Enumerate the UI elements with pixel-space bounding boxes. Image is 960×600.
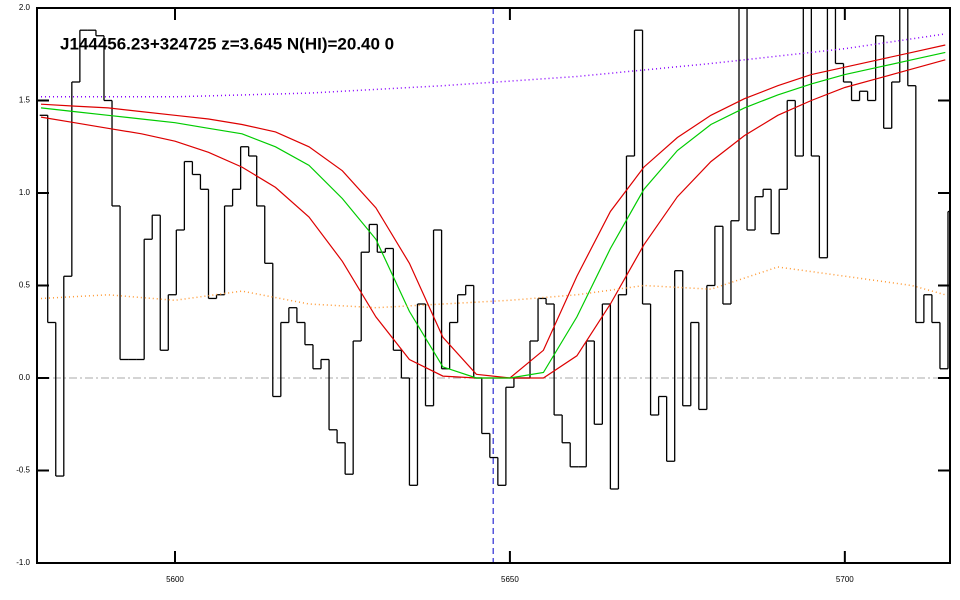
y-tick-label: 1.5 xyxy=(19,96,31,105)
plot-area xyxy=(37,8,950,563)
dotted-curve xyxy=(40,266,946,309)
model-curve xyxy=(40,44,946,379)
y-tick-label: 0.5 xyxy=(19,281,31,290)
y-tick-label: 2.0 xyxy=(19,3,31,12)
model-curve xyxy=(40,51,946,379)
chart-title: J144456.23+324725 z=3.645 N(HI)=20.40 0 xyxy=(60,34,394,53)
y-tick-label: -1.0 xyxy=(16,558,30,567)
y-tick-label: 1.0 xyxy=(19,188,31,197)
x-tick-label: 5700 xyxy=(836,575,854,584)
x-tick-label: 5600 xyxy=(166,575,184,584)
y-tick-label: 0.0 xyxy=(19,373,31,382)
x-tick-label: 5650 xyxy=(501,575,519,584)
dotted-curve xyxy=(41,33,946,98)
y-tick-label: -0.5 xyxy=(16,466,30,475)
